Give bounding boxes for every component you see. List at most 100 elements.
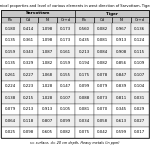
Text: 0.107: 0.107 — [134, 73, 145, 77]
Text: 0.042: 0.042 — [97, 130, 108, 134]
Text: 0.138: 0.138 — [5, 96, 16, 100]
Bar — [1, 34, 20, 46]
Text: 0.073: 0.073 — [97, 96, 108, 100]
Text: 0.136: 0.136 — [134, 27, 145, 31]
Bar — [93, 23, 112, 34]
Text: 0.088: 0.088 — [79, 96, 90, 100]
Text: 0.029: 0.029 — [134, 107, 145, 111]
Bar — [75, 81, 93, 92]
Bar — [57, 115, 75, 126]
Bar — [130, 81, 149, 92]
Text: 0.159: 0.159 — [60, 61, 71, 65]
Bar — [93, 81, 112, 92]
Bar — [75, 92, 93, 104]
Bar — [130, 23, 149, 34]
Bar — [20, 115, 38, 126]
Bar — [20, 46, 38, 57]
Text: 0.118: 0.118 — [23, 119, 34, 123]
Text: 0.329: 0.329 — [23, 61, 34, 65]
Bar — [75, 34, 93, 46]
Bar — [130, 115, 149, 126]
Text: 1.028: 1.028 — [42, 96, 53, 100]
Text: 0.155: 0.155 — [60, 73, 71, 77]
Bar — [75, 46, 93, 57]
Text: Pb: Pb — [82, 18, 87, 22]
Text: 0.343: 0.343 — [23, 50, 34, 54]
Text: 0.908: 0.908 — [116, 50, 127, 54]
Text: 0.078: 0.078 — [97, 73, 108, 77]
Text: 0.027: 0.027 — [134, 119, 145, 123]
Bar — [112, 23, 130, 34]
Text: 0.435: 0.435 — [79, 38, 90, 42]
Bar — [57, 34, 75, 46]
Bar — [1, 17, 20, 23]
Bar — [38, 17, 57, 23]
Text: 1.087: 1.087 — [42, 50, 53, 54]
Bar — [38, 81, 57, 92]
Bar — [112, 103, 130, 115]
Bar — [57, 92, 75, 104]
Bar — [75, 57, 93, 69]
Bar — [93, 126, 112, 138]
Bar — [38, 34, 57, 46]
Bar — [93, 115, 112, 126]
Text: 0.107: 0.107 — [60, 96, 71, 100]
Bar — [57, 69, 75, 81]
Text: 0.913: 0.913 — [42, 107, 53, 111]
Bar — [57, 23, 75, 34]
Bar — [57, 17, 75, 23]
Text: 0.811: 0.811 — [116, 96, 127, 100]
Text: Pb: Pb — [8, 18, 13, 22]
Text: 0.194: 0.194 — [79, 61, 90, 65]
Bar — [20, 57, 38, 69]
Bar — [1, 69, 20, 81]
Text: 0.839: 0.839 — [116, 84, 127, 88]
Bar — [130, 69, 149, 81]
Text: Sarvottam: Sarvottam — [26, 12, 50, 15]
Text: 1.082: 1.082 — [42, 61, 53, 65]
Bar — [112, 126, 130, 138]
Text: 0.034: 0.034 — [79, 119, 90, 123]
Bar — [93, 17, 112, 23]
Text: 0.079: 0.079 — [97, 84, 108, 88]
Text: 1.098: 1.098 — [42, 27, 53, 31]
Bar — [20, 23, 38, 34]
Bar — [75, 23, 93, 34]
Text: Ni: Ni — [119, 18, 123, 22]
Text: Cr+d: Cr+d — [61, 18, 71, 22]
Bar — [75, 103, 93, 115]
Bar — [1, 57, 20, 69]
Text: 0.081: 0.081 — [97, 38, 108, 42]
Bar — [20, 92, 38, 104]
Bar — [57, 57, 75, 69]
Bar — [75, 69, 93, 81]
Text: 0.099: 0.099 — [60, 119, 71, 123]
Text: 0.075: 0.075 — [79, 130, 90, 134]
Text: 0.913: 0.913 — [116, 38, 127, 42]
Bar — [130, 57, 149, 69]
Bar — [75, 115, 93, 126]
Text: 0.161: 0.161 — [60, 50, 71, 54]
Bar — [20, 69, 38, 81]
Text: 0.031: 0.031 — [134, 96, 145, 100]
Text: Cd: Cd — [100, 18, 105, 22]
Text: Cr+d: Cr+d — [135, 18, 145, 22]
Text: 0.115: 0.115 — [134, 50, 145, 54]
Text: 0.084: 0.084 — [97, 50, 108, 54]
Text: 0.173: 0.173 — [60, 38, 71, 42]
Text: 0.135: 0.135 — [5, 61, 16, 65]
Bar — [1, 92, 20, 104]
Text: 0.175: 0.175 — [79, 73, 90, 77]
Bar — [38, 92, 57, 104]
Text: 1.098: 1.098 — [42, 38, 53, 42]
Text: 0.098: 0.098 — [23, 130, 34, 134]
Text: 0.082: 0.082 — [60, 130, 71, 134]
Bar — [1, 23, 20, 34]
Text: 0.345: 0.345 — [116, 107, 127, 111]
Bar — [75, 17, 93, 23]
Bar — [112, 69, 130, 81]
Bar — [38, 115, 57, 126]
Bar — [1, 10, 149, 138]
Bar — [130, 34, 149, 46]
Text: 0.058: 0.058 — [97, 119, 108, 123]
